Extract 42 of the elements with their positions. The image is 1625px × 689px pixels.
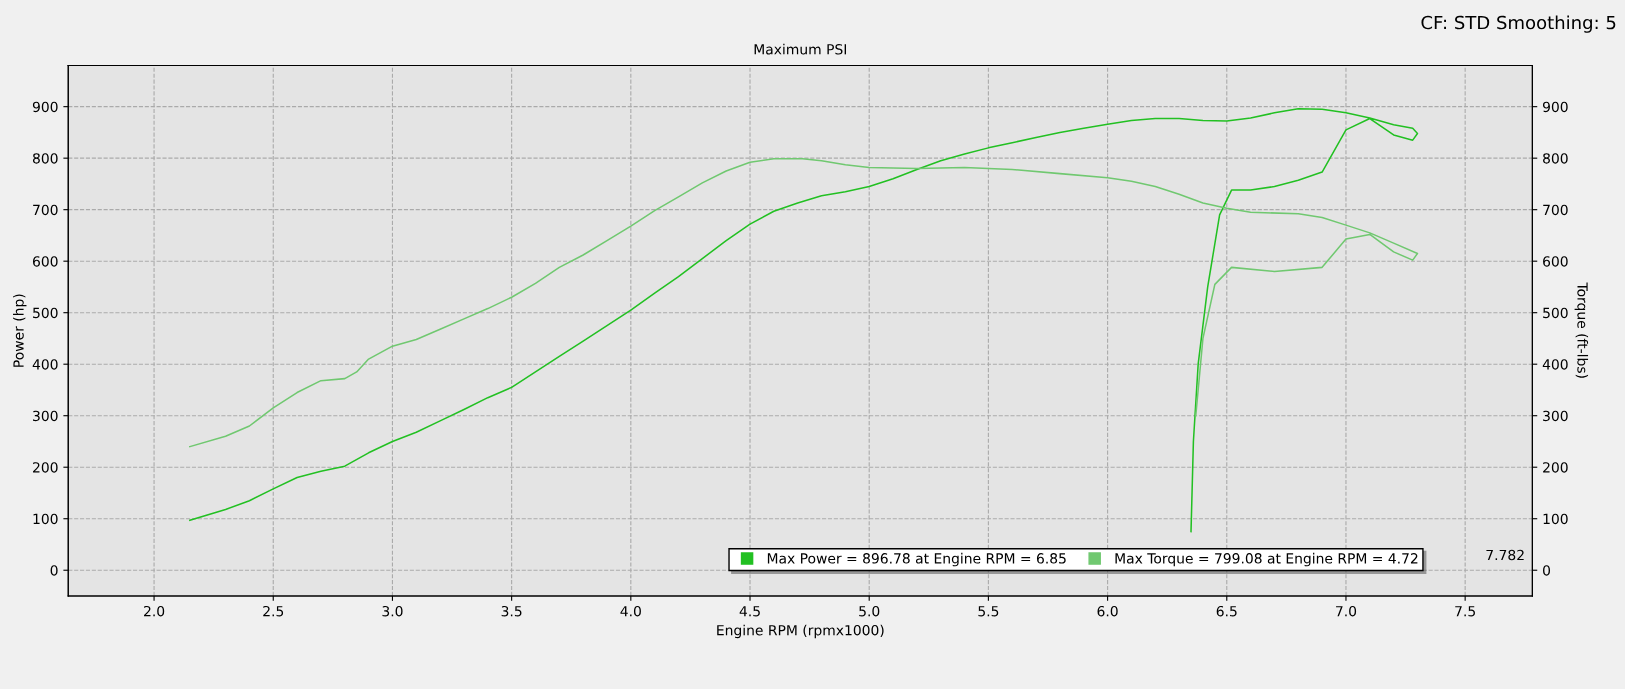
text: CF: STD Smoothing: 5	[1421, 15, 1616, 33]
y2-tick-label: 0	[1543, 565, 1551, 576]
y-tick-label: 600	[32, 256, 58, 267]
annotation: 7.782	[1486, 549, 1524, 561]
y-axis-title: Power (hp)	[13, 294, 27, 367]
y2-tick-label: 300	[1543, 410, 1568, 422]
y2-tick-label: 500	[1543, 307, 1568, 319]
y-tick-label: 200	[33, 462, 58, 473]
y2-tick-label: 900	[1542, 101, 1568, 113]
y-tick-label: 0	[50, 565, 58, 576]
x-tick-label: 7.0	[1336, 605, 1357, 617]
y2-tick-label: 400	[1542, 359, 1568, 370]
x-tick-label: 3.5	[501, 605, 522, 617]
y2-tick-label: 100	[1543, 513, 1568, 525]
x-tick-label: 4.0	[620, 605, 641, 617]
line-series	[189, 157, 1419, 448]
y-tick-label: 100	[33, 513, 58, 525]
x-tick-label: 7.5	[1455, 606, 1475, 617]
y-tick-label: 700	[33, 204, 58, 216]
y2-tick-label: 200	[1543, 462, 1568, 473]
chart-title: Maximum PSI	[754, 43, 847, 55]
y2-tick-label: 700	[1543, 204, 1568, 216]
y-tick-label: 800	[32, 153, 58, 164]
y2-tick-label: 800	[1543, 153, 1568, 164]
y-tick-label: 500	[33, 307, 58, 319]
x-tick-label: 6.0	[1097, 605, 1118, 617]
y-tick-label: 300	[33, 410, 58, 422]
line-series	[189, 107, 1419, 533]
x-tick-label: 5.5	[978, 606, 999, 617]
x-tick-label: 3.0	[382, 605, 403, 617]
x-axis-title: Engine RPM (rpmx1000)	[717, 624, 884, 639]
y-tick-label: 400	[32, 359, 58, 370]
legend-label: Max Torque = 799.08 at Engine RPM = 4.72	[1115, 552, 1418, 567]
y2-axis-title: Torque (ft-lbs)	[1574, 282, 1589, 378]
x-tick-label: 6.5	[1216, 605, 1237, 617]
x-tick-label: 2.5	[263, 605, 284, 617]
x-tick-label: 2.0	[144, 605, 165, 617]
x-tick-label: 5.0	[859, 605, 880, 617]
legend-label: Max Power = 896.78 at Engine RPM = 6.85	[767, 552, 1066, 567]
y-tick-label: 900	[32, 101, 58, 113]
x-tick-label: 4.5	[739, 606, 760, 617]
y2-tick-label: 600	[1543, 256, 1568, 267]
